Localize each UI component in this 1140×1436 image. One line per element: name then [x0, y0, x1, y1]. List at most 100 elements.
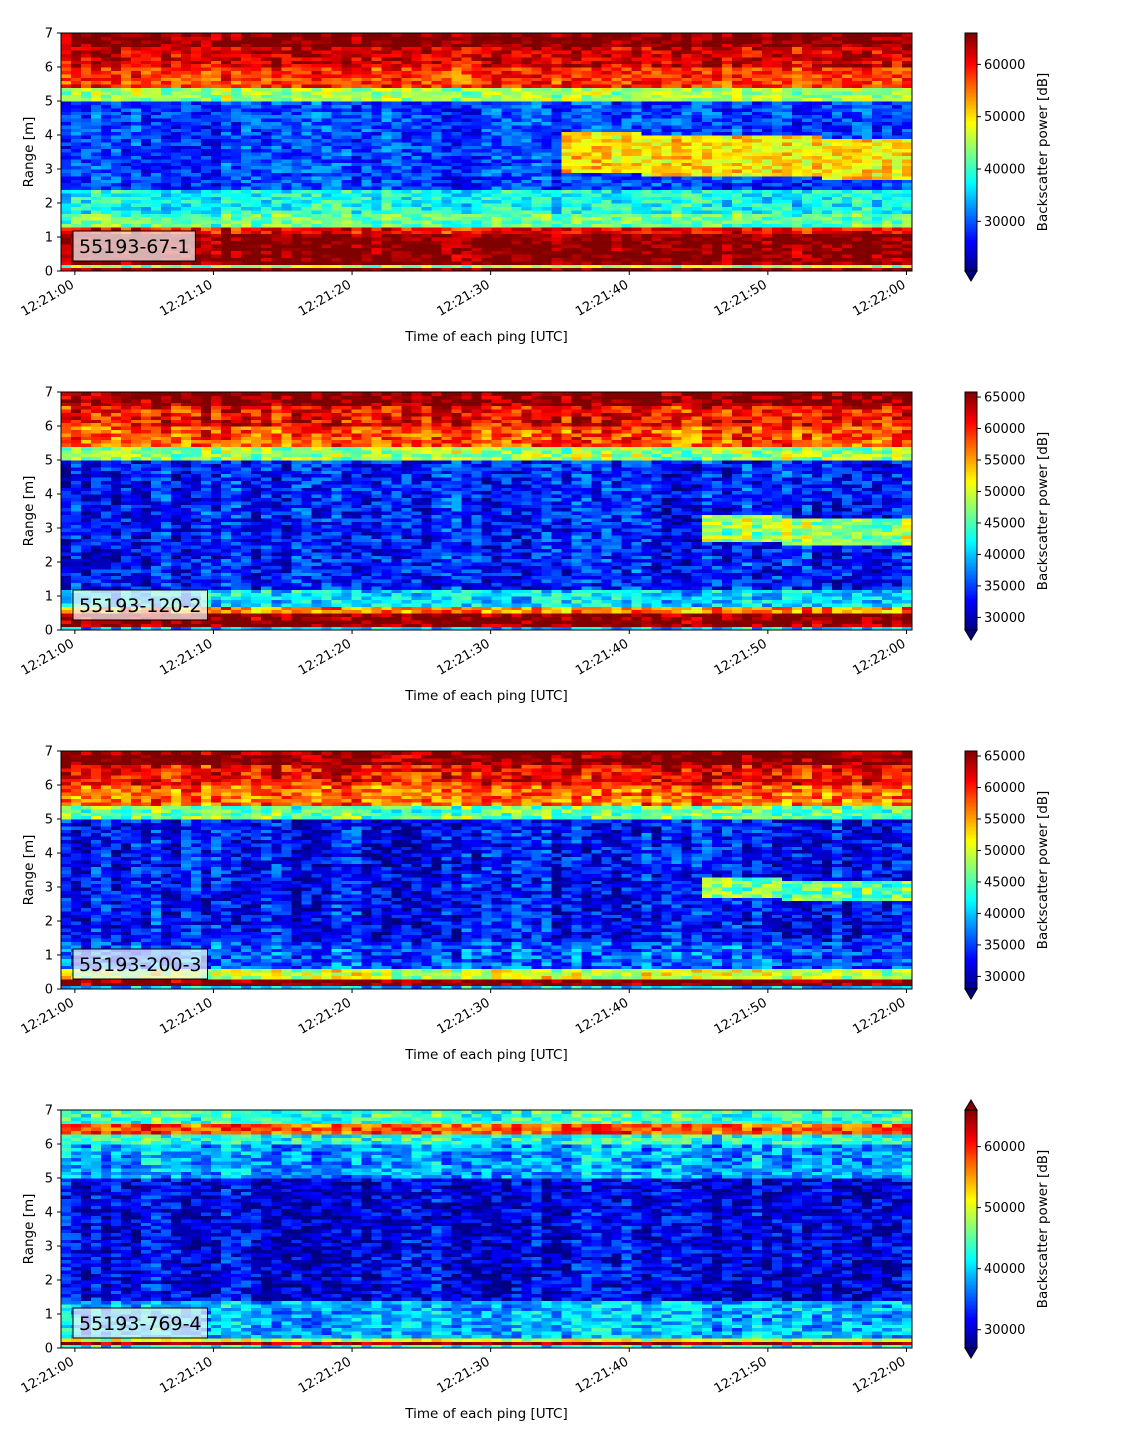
heatmap-cell	[71, 210, 82, 214]
heatmap-cell	[91, 132, 102, 136]
heatmap-cell	[221, 244, 232, 248]
heatmap-cell	[251, 244, 262, 248]
heatmap-cell	[291, 142, 302, 146]
heatmap-cell	[211, 149, 222, 153]
heatmap-cell	[211, 142, 222, 146]
heatmap-cell	[191, 176, 202, 180]
heatmap-cell	[281, 244, 292, 248]
heatmap-cell	[71, 176, 82, 180]
heatmap-cell	[191, 217, 202, 221]
heatmap-cell	[111, 193, 122, 197]
heatmap-cell	[181, 176, 192, 180]
heatmap-cell	[91, 142, 102, 146]
heatmap-cell	[271, 142, 282, 146]
heatmap-cell	[271, 264, 282, 268]
heatmap-cell	[231, 193, 242, 197]
heatmap-cell	[121, 33, 132, 37]
heatmap-cell	[61, 264, 72, 268]
heatmap-cell	[271, 200, 282, 204]
heatmap-cell	[111, 149, 122, 153]
heatmap-cell	[71, 227, 82, 231]
heatmap-cell	[131, 210, 142, 214]
heatmap-cell	[151, 217, 162, 221]
heatmap-cell	[301, 193, 312, 197]
heatmap-cell	[291, 227, 302, 231]
heatmap-cell	[281, 149, 292, 153]
heatmap-cell	[221, 166, 232, 170]
heatmap-cell	[201, 193, 212, 197]
heatmap-cell	[291, 166, 302, 170]
heatmap-cell	[91, 227, 102, 231]
heatmap-cell	[211, 33, 222, 37]
heatmap-cell	[111, 183, 122, 187]
heatmap-cell	[201, 227, 212, 231]
heatmap-cell	[81, 183, 92, 187]
heatmap-cell	[281, 251, 292, 255]
heatmap-cell	[291, 264, 302, 268]
heatmap-cell	[71, 132, 82, 136]
heatmap-cell	[111, 210, 122, 214]
heatmap-cell	[151, 166, 162, 170]
heatmap-cell	[141, 149, 152, 153]
heatmap-cell	[261, 33, 272, 37]
heatmap-cell	[191, 227, 202, 231]
heatmap-cell	[301, 264, 312, 268]
heatmap-cell	[131, 200, 142, 204]
heatmap-cell	[221, 227, 232, 231]
heatmap-cell	[221, 193, 232, 197]
heatmap-cell	[251, 132, 262, 136]
heatmap-cell	[101, 142, 112, 146]
heatmap-cell	[71, 149, 82, 153]
heatmap-cell	[261, 210, 272, 214]
heatmap-cell	[161, 176, 172, 180]
heatmap-cell	[131, 264, 142, 268]
heatmap-cell	[231, 200, 242, 204]
heatmap-cell	[241, 210, 252, 214]
heatmap-cell	[181, 149, 192, 153]
heatmap-cell	[241, 200, 252, 204]
heatmap-cell	[221, 217, 232, 221]
heatmap-cell	[101, 193, 112, 197]
heatmap-cell	[81, 132, 92, 136]
heatmap-cell	[261, 227, 272, 231]
heatmap-cell	[131, 183, 142, 187]
heatmap-cell	[191, 200, 202, 204]
heatmap-cell	[261, 217, 272, 221]
heatmap-cell	[71, 142, 82, 146]
heatmap-cell	[271, 33, 282, 37]
heatmap-cell	[171, 166, 182, 170]
heatmap-cell	[171, 142, 182, 146]
heatmap-cell	[231, 234, 242, 238]
heatmap-cell	[151, 149, 162, 153]
heatmap-cell	[121, 183, 132, 187]
heatmap-cell	[261, 234, 272, 238]
heatmap-cell	[291, 183, 302, 187]
heatmap-cell	[201, 176, 212, 180]
heatmap-cell	[241, 264, 252, 268]
heatmap-cell	[61, 183, 72, 187]
heatmap-cell	[141, 217, 152, 221]
heatmap-cell	[211, 210, 222, 214]
heatmap-cell	[221, 159, 232, 163]
heatmap-cell	[281, 200, 292, 204]
heatmap-cell	[231, 217, 242, 221]
heatmap-cell	[61, 193, 72, 197]
heatmap-cell	[221, 142, 232, 146]
heatmap-cell	[221, 132, 232, 136]
heatmap-cell	[191, 183, 202, 187]
heatmap-cell	[151, 33, 162, 37]
heatmap-cell	[171, 193, 182, 197]
heatmap-cell	[151, 183, 162, 187]
heatmap-cell	[261, 159, 272, 163]
heatmap-cell	[181, 227, 192, 231]
heatmap-cell	[251, 193, 262, 197]
heatmap-cell	[81, 33, 92, 37]
heatmap-cell	[201, 132, 212, 136]
heatmap-cell	[211, 264, 222, 268]
heatmap-cell	[261, 142, 272, 146]
heatmap-cell	[251, 251, 262, 255]
heatmap-cell	[151, 227, 162, 231]
heatmap-cell	[141, 33, 152, 37]
heatmap-cell	[181, 210, 192, 214]
heatmap-cell	[71, 264, 82, 268]
